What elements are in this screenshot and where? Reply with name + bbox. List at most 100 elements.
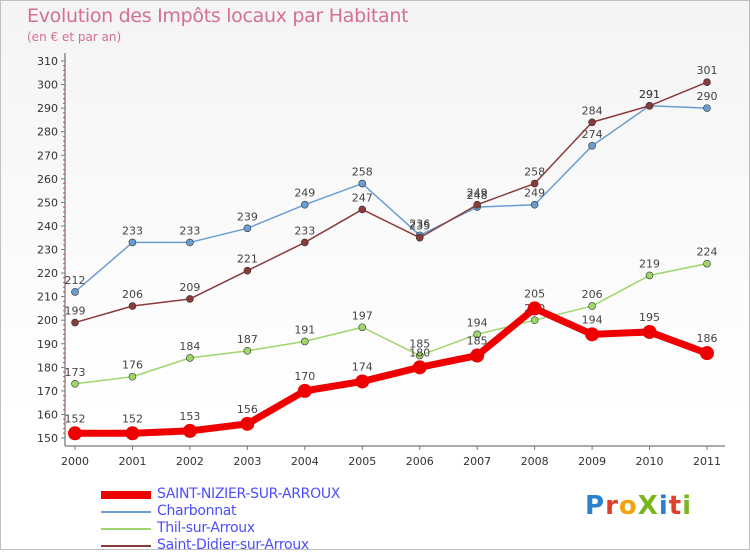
data-label: 249 xyxy=(467,187,488,200)
data-label: 248 xyxy=(467,189,488,202)
x-tick-label: 2004 xyxy=(291,455,319,468)
data-point xyxy=(128,302,137,310)
series-line xyxy=(74,81,708,324)
data-point xyxy=(703,259,711,268)
data-point xyxy=(297,383,312,398)
data-label: 219 xyxy=(639,257,660,270)
legend-swatch xyxy=(101,545,151,547)
legend-label: Saint-Didier-sur-Arroux xyxy=(157,537,309,553)
data-point xyxy=(703,78,711,87)
data-label: 199 xyxy=(65,305,86,318)
data-point xyxy=(530,316,539,324)
data-point xyxy=(415,351,424,360)
data-point xyxy=(71,380,79,388)
data-label: 284 xyxy=(582,104,603,117)
data-point xyxy=(186,238,194,247)
legend-item: Saint-Didier-sur-Arroux xyxy=(101,537,461,554)
x-tick-label: 2006 xyxy=(406,455,434,468)
data-label: 206 xyxy=(122,288,143,301)
data-label: 235 xyxy=(409,220,430,233)
x-tick-label: 2008 xyxy=(521,455,549,468)
data-point xyxy=(125,426,140,441)
data-point xyxy=(186,295,194,303)
data-point xyxy=(182,423,197,438)
data-label: 233 xyxy=(122,224,143,237)
logo-letter: r xyxy=(605,491,619,521)
legend-item: Thil-sur-Arroux xyxy=(101,520,461,537)
legend-label: Charbonnat xyxy=(157,503,237,519)
data-point xyxy=(243,347,252,355)
y-tick-label: 300 xyxy=(37,79,58,92)
data-point xyxy=(68,426,82,441)
data-label: 174 xyxy=(352,360,373,373)
data-point xyxy=(128,238,137,247)
x-tick-label: 2007 xyxy=(463,455,491,468)
data-point xyxy=(645,271,654,280)
x-tick-label: 2002 xyxy=(176,455,204,468)
data-point xyxy=(243,224,252,233)
data-label: 247 xyxy=(352,191,373,204)
data-label: 184 xyxy=(179,340,200,353)
series-thil-sur-arroux: 173176184187191197185194200206219224 xyxy=(65,246,718,388)
data-point xyxy=(703,104,711,112)
y-tick-label: 150 xyxy=(37,432,58,445)
data-label: 209 xyxy=(179,281,200,294)
data-label: 233 xyxy=(294,224,315,237)
data-label: 194 xyxy=(467,316,488,329)
data-label: 176 xyxy=(122,359,143,372)
data-point xyxy=(186,354,194,362)
legend-swatch xyxy=(101,528,151,530)
data-point xyxy=(128,372,137,381)
x-tick-label: 2003 xyxy=(233,455,261,468)
y-tick-label: 180 xyxy=(37,361,58,374)
data-label: 173 xyxy=(65,366,86,379)
data-label: 187 xyxy=(237,333,258,346)
data-label: 152 xyxy=(122,412,143,425)
y-tick-label: 200 xyxy=(37,314,58,327)
data-label: 152 xyxy=(65,412,86,425)
data-point xyxy=(415,233,424,242)
data-label: 258 xyxy=(352,166,373,179)
data-label: 249 xyxy=(524,187,545,200)
data-label: 274 xyxy=(582,128,603,141)
legend-label: SAINT-NIZIER-SUR-ARROUX xyxy=(157,486,341,502)
x-tick-label: 2011 xyxy=(693,455,721,468)
data-point xyxy=(588,142,596,150)
y-tick-label: 310 xyxy=(37,55,58,68)
y-tick-label: 270 xyxy=(37,149,58,162)
data-label: 212 xyxy=(65,274,86,287)
y-tick-label: 280 xyxy=(37,126,58,139)
proxiti-logo: ProXiti xyxy=(585,491,692,521)
data-point xyxy=(301,200,309,209)
data-label: 191 xyxy=(294,323,315,336)
data-point xyxy=(301,238,309,247)
data-point xyxy=(585,327,600,342)
x-tick-label: 2001 xyxy=(118,455,146,468)
y-tick-label: 260 xyxy=(37,173,58,186)
data-label: 180 xyxy=(409,346,430,359)
data-label: 224 xyxy=(697,246,718,259)
data-point xyxy=(355,374,370,389)
data-label: 206 xyxy=(582,288,603,301)
data-label: 153 xyxy=(179,410,200,423)
y-tick-label: 220 xyxy=(37,267,58,280)
y-tick-label: 240 xyxy=(37,220,58,233)
data-point xyxy=(470,348,485,363)
data-label: 185 xyxy=(409,338,430,351)
data-label: 156 xyxy=(237,403,258,416)
data-label: 290 xyxy=(697,90,718,103)
data-point xyxy=(527,301,542,316)
data-point xyxy=(700,346,714,361)
data-point xyxy=(358,323,367,332)
data-label: 291 xyxy=(639,88,660,101)
data-point xyxy=(358,205,367,214)
data-label: 291 xyxy=(639,88,660,101)
logo-letter: t xyxy=(668,491,683,521)
data-label: 205 xyxy=(524,287,545,300)
data-label: 239 xyxy=(237,210,258,223)
x-tick-label: 2009 xyxy=(578,455,606,468)
data-label: 249 xyxy=(294,187,315,200)
